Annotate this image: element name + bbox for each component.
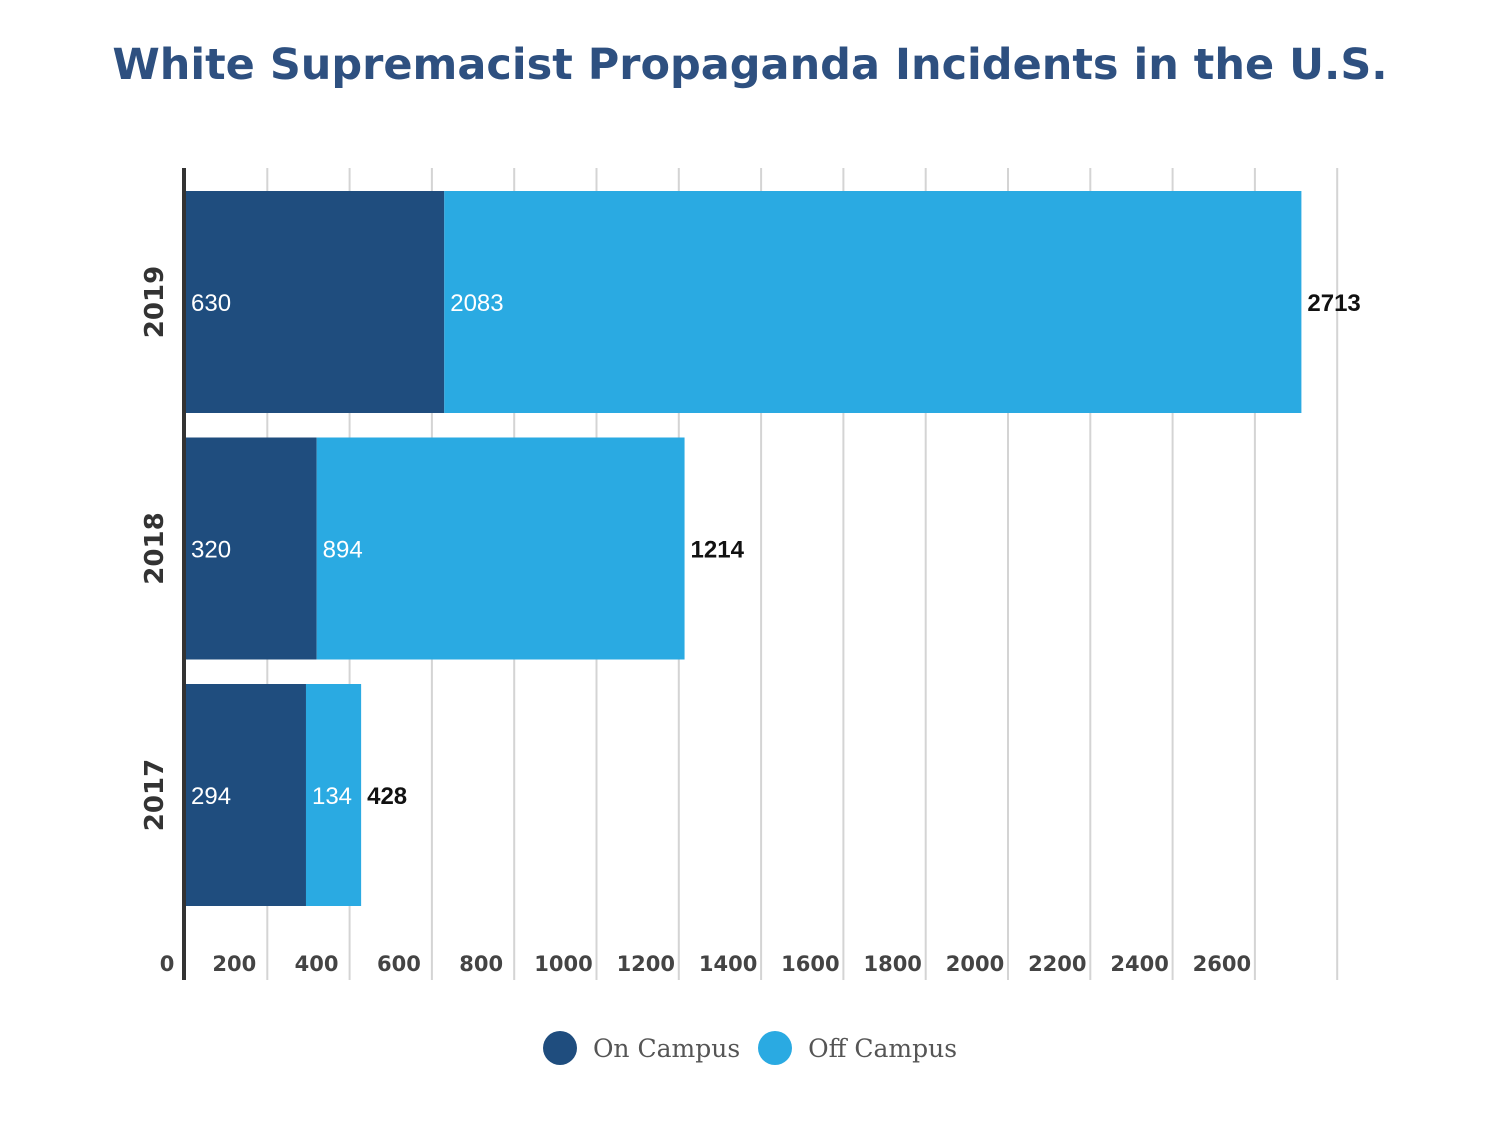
category-label: 2017 — [140, 759, 170, 831]
total-label: 1214 — [691, 537, 745, 564]
x-tick-label: 800 — [459, 952, 503, 976]
legend: On Campus Off Campus — [0, 1028, 1500, 1068]
bar-off-campus — [444, 191, 1302, 413]
legend-item: Off Campus — [758, 1031, 957, 1065]
x-tick-label: 1600 — [781, 952, 839, 976]
labels: 630 2083 2713 2019 320 894 1214 2018 294 134 428 20… — [140, 168, 1361, 980]
data-label: 320 — [191, 537, 231, 564]
legend-label: Off Campus — [808, 1033, 958, 1063]
data-label: 894 — [323, 537, 363, 564]
category-label: 2019 — [140, 266, 170, 338]
chart-title: White Supremacist Propaganda Incidents i… — [112, 40, 1388, 90]
bars — [185, 191, 1302, 906]
legend-swatch — [758, 1031, 793, 1065]
x-tick-label: 200 — [212, 952, 256, 976]
data-label: 134 — [312, 783, 352, 810]
legend-swatch — [542, 1031, 577, 1065]
x-tick-label: 1800 — [863, 952, 921, 976]
data-label: 630 — [191, 290, 231, 317]
legend-label: On Campus — [592, 1033, 741, 1063]
x-tick-label: 1000 — [534, 952, 592, 976]
category-label: 2018 — [140, 512, 170, 584]
bar-on-campus — [185, 684, 306, 906]
bar-on-campus — [185, 437, 317, 660]
x-tick-label: 1400 — [699, 952, 757, 976]
x-tick-label: 600 — [377, 952, 421, 976]
x-tick-label: 400 — [295, 952, 339, 976]
x-tick-label: 2000 — [946, 952, 1004, 976]
x-tick-label: 2400 — [1110, 952, 1168, 976]
bar-on-campus — [185, 191, 445, 413]
x-tick-label: 2200 — [1028, 952, 1086, 976]
data-label: 294 — [191, 783, 231, 810]
total-label: 2713 — [1307, 290, 1360, 317]
x-tick-label: 2600 — [1193, 952, 1251, 976]
data-label: 2083 — [450, 290, 503, 317]
legend-item: On Campus — [542, 1031, 741, 1065]
total-label: 428 — [367, 783, 407, 810]
bar-off-campus — [305, 684, 362, 906]
x-tick-label: 1200 — [617, 952, 675, 976]
x-tick-label: 0 — [160, 952, 175, 976]
bar-off-campus — [316, 437, 685, 660]
